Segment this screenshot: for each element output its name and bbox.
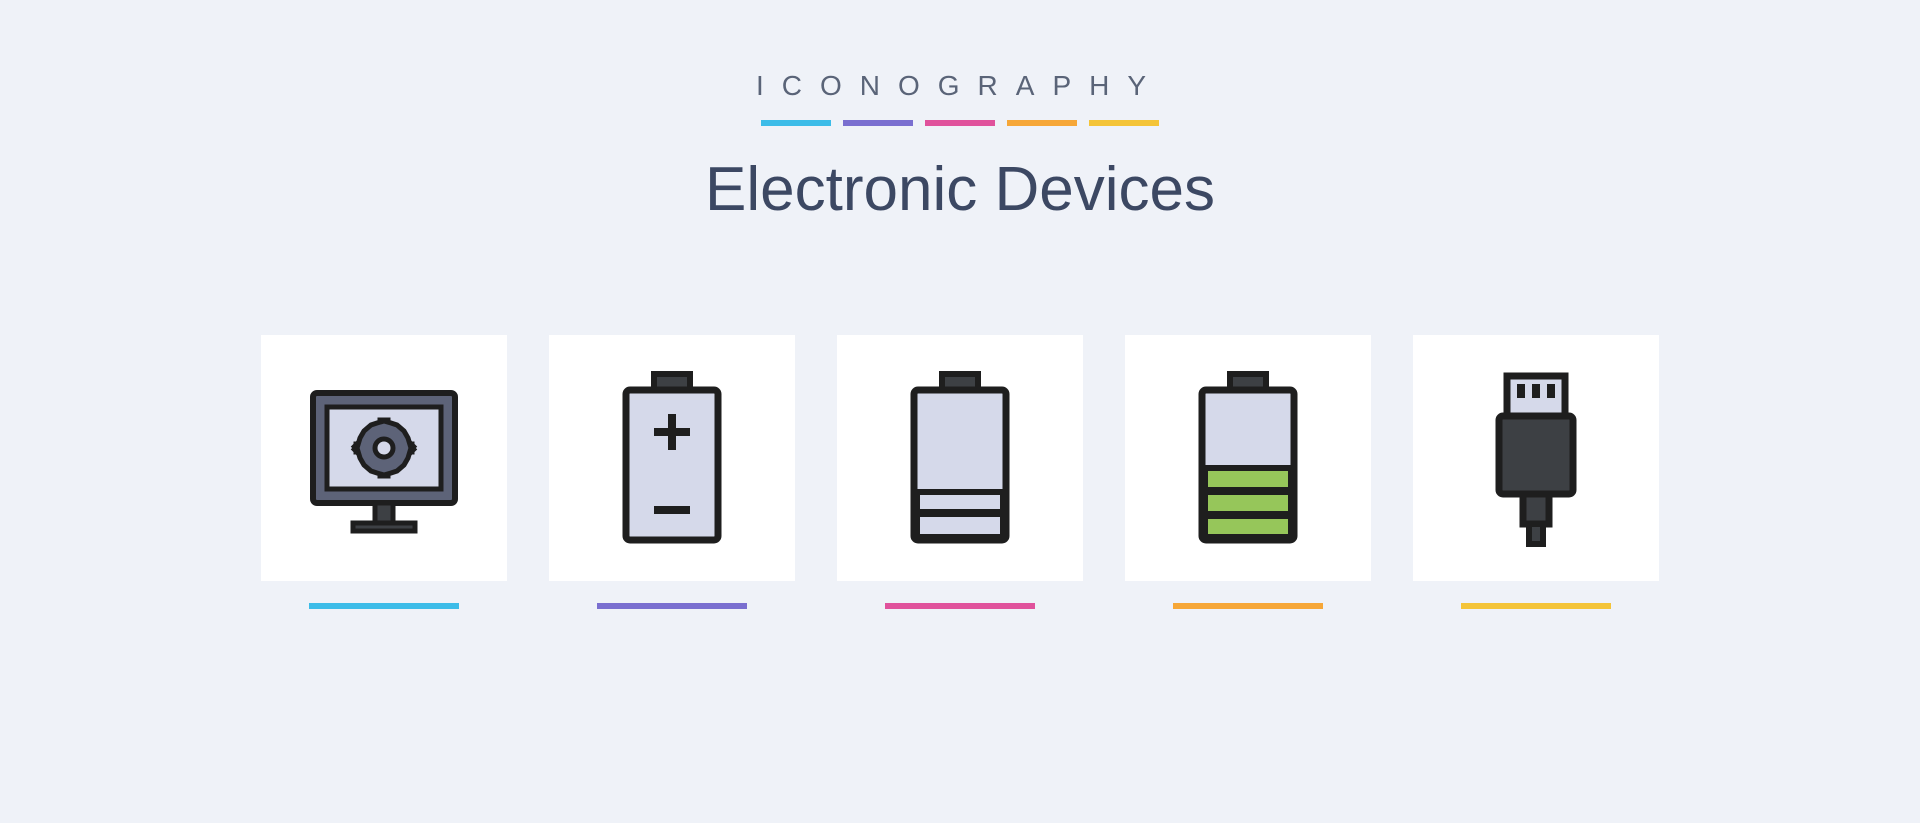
icon-underline <box>1461 603 1611 609</box>
icon-card <box>261 335 507 609</box>
battery-medium-icon <box>1188 368 1308 548</box>
icon-underline <box>885 603 1035 609</box>
battery-polarity-icon <box>612 368 732 548</box>
icon-card <box>1413 335 1659 609</box>
icon-card <box>549 335 795 609</box>
icon-box <box>261 335 507 581</box>
color-bar-2 <box>843 120 913 126</box>
infographic-container: ICONOGRAPHY Electronic Devices <box>0 0 1920 823</box>
icon-box <box>1125 335 1371 581</box>
battery-low-icon <box>900 368 1020 548</box>
icon-underline <box>309 603 459 609</box>
icon-box <box>837 335 1083 581</box>
color-bar-4 <box>1007 120 1077 126</box>
icons-row <box>261 335 1659 609</box>
icon-underline <box>1173 603 1323 609</box>
pack-title: Electronic Devices <box>705 154 1215 225</box>
icon-box <box>549 335 795 581</box>
monitor-settings-icon <box>299 373 469 543</box>
brand-label: ICONOGRAPHY <box>756 70 1164 102</box>
icon-card <box>837 335 1083 609</box>
color-bar-1 <box>761 120 831 126</box>
color-bar-3 <box>925 120 995 126</box>
usb-cable-icon <box>1481 368 1591 548</box>
brand-color-bars <box>761 120 1159 126</box>
icon-box <box>1413 335 1659 581</box>
icon-card <box>1125 335 1371 609</box>
icon-underline <box>597 603 747 609</box>
color-bar-5 <box>1089 120 1159 126</box>
